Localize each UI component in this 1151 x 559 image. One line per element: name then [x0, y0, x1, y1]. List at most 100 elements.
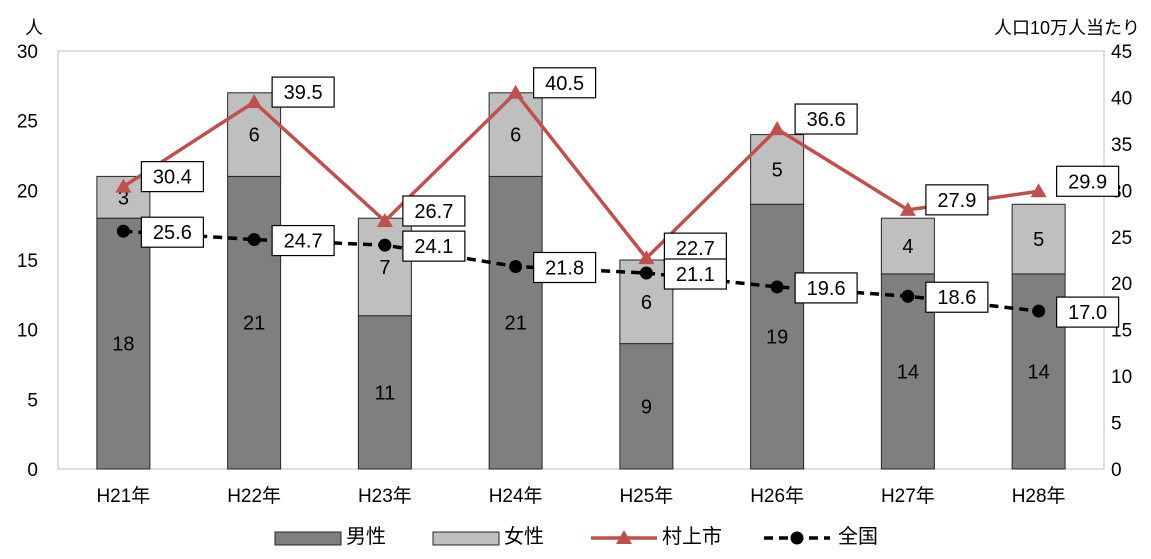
- bar-value-male: 14: [1028, 361, 1050, 383]
- marker-murakami: [507, 84, 524, 99]
- data-label-murakami: 39.5: [284, 82, 323, 104]
- right-axis-unit: 人口10万人当たり: [994, 18, 1140, 38]
- category-label: H21年: [96, 485, 150, 507]
- data-label-national-box: [663, 258, 727, 290]
- data-label-national-box: [402, 230, 466, 262]
- bar-female: [880, 217, 935, 275]
- bar-value-female: 5: [772, 159, 783, 181]
- marker-national: [378, 238, 392, 252]
- left-axis-unit: 人: [25, 18, 43, 38]
- category-label: H23年: [358, 485, 412, 507]
- bar-value-male: 14: [897, 361, 919, 383]
- bar-value-male: 19: [766, 327, 788, 349]
- bar-male: [357, 315, 412, 470]
- data-label-national-box: [925, 281, 989, 313]
- marker-national: [770, 280, 784, 294]
- right-tick-label: 5: [1111, 414, 1122, 435]
- category-label: H28年: [1012, 485, 1066, 507]
- marker-national: [901, 289, 915, 303]
- data-label-murakami: 36.6: [807, 109, 846, 131]
- marker-murakami: [115, 178, 132, 193]
- marker-murakami: [899, 201, 916, 216]
- marker-national: [116, 224, 130, 238]
- data-label-murakami: 26.7: [414, 201, 453, 223]
- right-tick-label: 0: [1111, 460, 1122, 481]
- bar-value-male: 9: [641, 396, 652, 418]
- bar-value-male: 11: [374, 382, 395, 404]
- marker-murakami: [246, 94, 263, 109]
- data-label-murakami-box: [402, 195, 466, 227]
- bar-value-female: 5: [1033, 229, 1044, 251]
- left-tick-label: 25: [17, 112, 38, 133]
- data-label-national: 25.6: [153, 222, 192, 244]
- bar-male: [96, 217, 151, 470]
- left-tick-label: 0: [27, 460, 38, 481]
- data-label-national: 24.7: [284, 231, 323, 253]
- legend-swatch-male: [274, 531, 342, 546]
- bar-female: [1011, 203, 1066, 275]
- marker-murakami: [769, 121, 786, 136]
- data-label-national-box: [271, 224, 335, 257]
- category-label: H26年: [750, 485, 804, 507]
- category-label: H22年: [227, 485, 281, 507]
- plot-area-border: [57, 50, 1105, 470]
- left-tick-label: 30: [17, 42, 38, 63]
- data-label-murakami-box: [533, 67, 597, 99]
- right-tick-label: 10: [1111, 367, 1132, 388]
- data-label-murakami-box: [140, 161, 204, 193]
- marker-murakami: [1030, 183, 1047, 198]
- data-label-murakami: 22.7: [676, 238, 715, 260]
- right-tick-label: 40: [1111, 88, 1132, 109]
- bar-male: [619, 343, 674, 470]
- data-label-murakami: 30.4: [153, 167, 192, 189]
- left-tick-label: 15: [17, 251, 38, 272]
- marker-murakami: [638, 250, 655, 265]
- data-label-murakami-box: [271, 76, 335, 108]
- series-line-murakami: [122, 91, 1039, 260]
- legend-label-murakami: 村上市: [662, 525, 722, 548]
- marker-national: [509, 260, 523, 274]
- lines: 30.4 39.5 26.7 40.5 22.7 36.6 27.9 29.9 25.6 24.7…: [115, 67, 1120, 328]
- data-label-national: 21.8: [545, 258, 584, 280]
- data-label-national: 19.6: [807, 278, 846, 300]
- legend-marker-murakami: [616, 530, 632, 544]
- legend-label-male: 男性: [346, 525, 386, 548]
- data-label-national-box: [794, 272, 858, 304]
- bar-value-female: 3: [118, 187, 129, 209]
- bar-value-female: 6: [249, 125, 260, 147]
- data-label-murakami-box: [794, 103, 858, 135]
- marker-national: [1032, 304, 1046, 318]
- data-label-national: 21.1: [676, 264, 715, 286]
- data-label-national: 18.6: [937, 287, 976, 309]
- data-label-national-box: [1056, 296, 1120, 328]
- left-tick-label: 20: [17, 181, 38, 202]
- legend: 男性 女性 村上市 全国: [274, 525, 878, 548]
- data-label-murakami: 29.9: [1068, 171, 1107, 193]
- data-label-murakami-box: [925, 184, 989, 216]
- right-tick-label: 45: [1111, 42, 1132, 63]
- marker-murakami: [376, 212, 393, 227]
- right-tick-label: 25: [1111, 228, 1132, 249]
- bar-male: [750, 203, 805, 470]
- bar-value-female: 7: [379, 257, 390, 279]
- left-axis-ticks: 0 5 10 15 20 25 30: [17, 42, 38, 481]
- bar-male: [488, 175, 543, 470]
- marker-national: [247, 233, 261, 247]
- data-label-national-box: [140, 216, 204, 248]
- legend-label-female: 女性: [504, 525, 544, 548]
- left-tick-label: 5: [27, 390, 38, 411]
- data-label-murakami: 40.5: [545, 73, 584, 95]
- category-label: H25年: [619, 485, 673, 507]
- data-label-murakami: 27.9: [937, 190, 976, 212]
- right-tick-label: 20: [1111, 274, 1132, 295]
- right-tick-label: 35: [1111, 135, 1132, 156]
- bar-value-female: 6: [641, 292, 652, 314]
- data-label-national: 24.1: [414, 236, 453, 258]
- legend-label-national: 全国: [838, 525, 878, 548]
- data-label-national: 17.0: [1068, 302, 1107, 324]
- category-label: H24年: [489, 485, 543, 507]
- bar-value-male: 21: [505, 313, 527, 335]
- bar-value-male: 21: [243, 313, 265, 335]
